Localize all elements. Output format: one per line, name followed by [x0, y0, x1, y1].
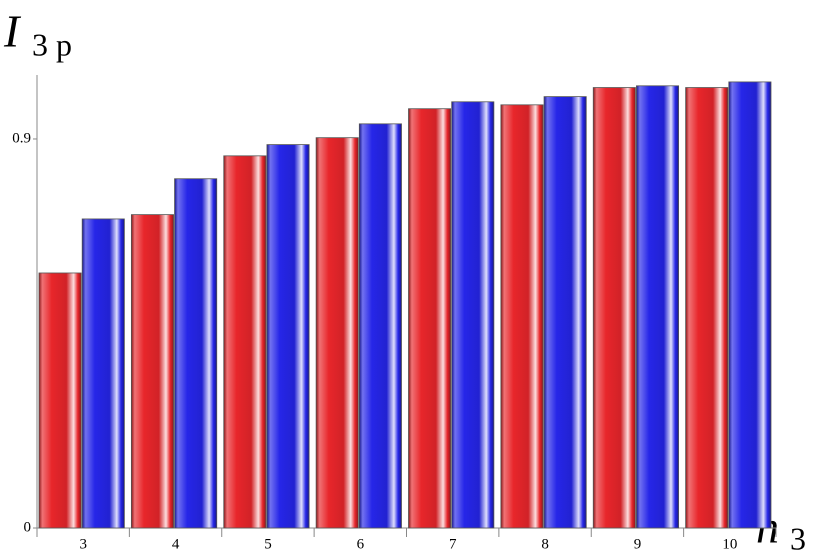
x-tick-label: 3 — [79, 536, 87, 552]
bar — [500, 104, 544, 529]
bar — [685, 87, 729, 529]
x-tick-label: 7 — [449, 536, 457, 552]
bar — [728, 81, 772, 529]
y-axis-label: I — [3, 6, 22, 57]
bar — [174, 178, 218, 529]
y-tick-label: 0.9 — [12, 130, 31, 146]
bar — [223, 155, 267, 529]
bar — [408, 108, 452, 529]
y-axis-label-sub: 3 p — [32, 26, 72, 62]
x-tick-label: 9 — [634, 536, 642, 552]
bar — [451, 101, 495, 529]
bar — [543, 96, 587, 529]
bar — [130, 214, 174, 529]
bar — [315, 137, 359, 529]
bar — [636, 85, 680, 529]
bar — [38, 272, 82, 529]
x-tick-label: 8 — [541, 536, 549, 552]
x-tick-label: 4 — [172, 536, 180, 552]
bar — [592, 87, 636, 529]
x-tick-label: 5 — [264, 536, 272, 552]
bar — [266, 144, 310, 529]
y-tick-label: 0 — [24, 519, 32, 535]
x-tick-label: 6 — [357, 536, 365, 552]
x-tick-label: 10 — [722, 536, 737, 552]
bar — [81, 218, 125, 529]
bar — [358, 123, 402, 529]
x-axis-label-sub: 3 — [790, 520, 806, 556]
